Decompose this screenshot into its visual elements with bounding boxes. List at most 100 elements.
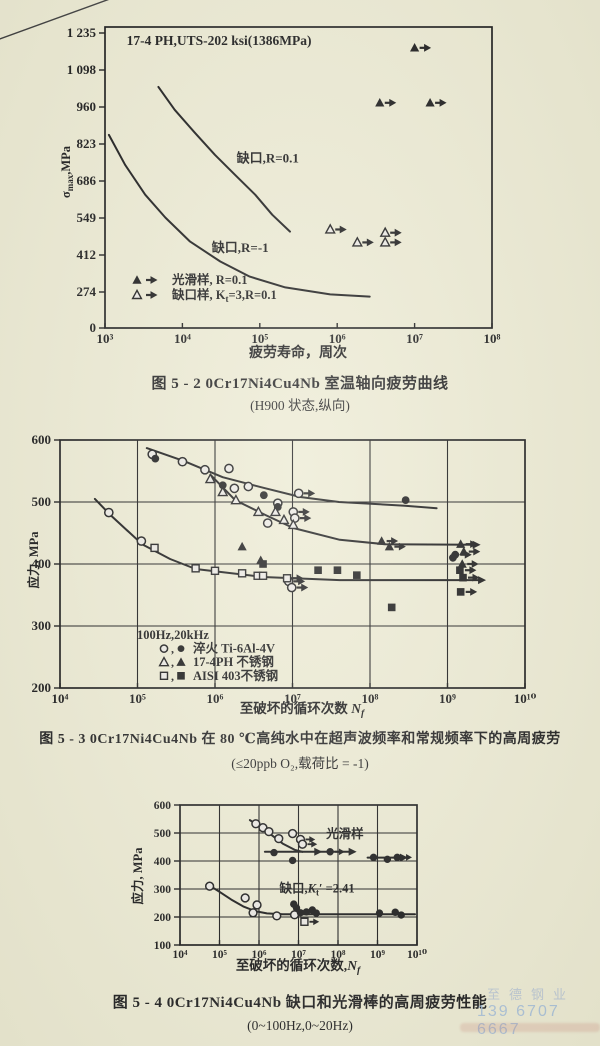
chart-annotation: 缺口,R=0.1 bbox=[236, 150, 299, 165]
figure-5-3-subcaption: (≤20ppb O₂,载荷比 = -1) bbox=[231, 756, 369, 771]
y-tick-label: 412 bbox=[77, 247, 97, 262]
legend-comma: , bbox=[171, 669, 174, 683]
x-tick-label: 10⁵ bbox=[129, 691, 146, 706]
runout-arrow-head bbox=[366, 238, 374, 247]
runout-arrow-head bbox=[424, 43, 432, 52]
y-tick-label: 500 bbox=[154, 828, 172, 840]
data-point-circle-filled bbox=[302, 908, 311, 916]
data-point-square-filled bbox=[456, 566, 464, 574]
data-point-square-open bbox=[150, 543, 159, 553]
data-point-square-filled bbox=[259, 560, 267, 568]
data-point-circle-open bbox=[159, 644, 169, 653]
legend-label: 淬火 Ti-6Al-4V bbox=[193, 641, 275, 656]
legend-label: 光滑样, R=0.1 bbox=[171, 272, 248, 287]
runout-arrow-head bbox=[338, 848, 345, 856]
x-tick-label: 10⁹ bbox=[439, 691, 456, 706]
runout-arrow-head bbox=[439, 98, 447, 107]
data-point-circle-open bbox=[240, 893, 250, 903]
figure-5-2-caption: 图 5 - 2 0Cr17Ni4Cu4Nb 室温轴向疲劳曲线 bbox=[151, 376, 449, 392]
data-point-circle-open bbox=[293, 488, 304, 499]
figure-5-4-caption: 图 5 - 4 0Cr17Ni4Cu4Nb 缺口和光滑棒的高周疲劳性能 bbox=[112, 995, 488, 1011]
data-point-circle-filled bbox=[383, 855, 392, 864]
runout-arrow-head bbox=[394, 238, 402, 247]
legend-header: 100Hz,20kHz bbox=[137, 628, 209, 642]
fig-5-2-room-temp-axial-fatigue: 10³ 10⁴ 10⁵ 10⁶ 10⁷ 10⁸ 1 235 1 098 960 823 686 549… bbox=[59, 25, 501, 361]
data-point-circle-open bbox=[136, 536, 147, 546]
y-tick-label: 200 bbox=[32, 680, 52, 695]
data-point-tri-filled bbox=[132, 275, 142, 284]
runout-arrow-head bbox=[470, 540, 478, 549]
data-point-circle-open bbox=[229, 483, 240, 494]
data-point-tri-open bbox=[269, 505, 282, 517]
data-point-circle-filled bbox=[151, 454, 160, 463]
y-tick-label: 100 bbox=[154, 940, 172, 952]
x-tick-label: 10⁹ bbox=[370, 949, 386, 961]
x-tick-label: 10⁴ bbox=[173, 949, 189, 961]
data-point-square-open bbox=[300, 917, 309, 926]
data-point-tri-open bbox=[252, 505, 264, 517]
runout-arrow-head bbox=[150, 276, 158, 284]
data-point-square-open bbox=[191, 564, 200, 573]
data-point-square-filled bbox=[314, 566, 322, 574]
chart-annotation: 光滑样 bbox=[325, 826, 364, 841]
data-point-tri-filled bbox=[456, 539, 466, 548]
figure-5-4-subcaption: (0~100Hz,0~20Hz) bbox=[247, 1018, 353, 1033]
data-point-tri-open bbox=[278, 513, 290, 525]
data-point-circle-filled bbox=[401, 496, 410, 505]
x-tick-label: 10⁷ bbox=[291, 949, 307, 961]
y-axis-label: σmax,MPa bbox=[59, 145, 75, 198]
data-point-circle-open bbox=[274, 833, 284, 844]
runout-arrow-head bbox=[469, 566, 477, 575]
x-tick-label: 10³ bbox=[97, 331, 114, 346]
data-point-circle-open bbox=[297, 839, 308, 849]
y-tick-label: 1 098 bbox=[67, 62, 97, 77]
curve bbox=[157, 85, 291, 233]
y-tick-label: 274 bbox=[77, 284, 97, 299]
y-axis-label: 应力, MPa bbox=[130, 847, 145, 905]
data-point-circle-open bbox=[200, 464, 210, 475]
data-point-circle-filled bbox=[259, 491, 268, 500]
data-point-square-filled bbox=[177, 672, 185, 680]
data-point-circle-filled bbox=[397, 911, 405, 919]
data-point-circle-open bbox=[272, 911, 282, 921]
data-point-tri-open bbox=[158, 656, 170, 667]
data-point-square-filled bbox=[459, 573, 467, 582]
runout-arrow-head bbox=[398, 542, 406, 551]
legend-label: AISI 403不锈钢 bbox=[193, 668, 278, 683]
runout-arrow-head bbox=[308, 489, 316, 498]
legend-label: 缺口样, Kt=3,R=0.1 bbox=[172, 287, 277, 304]
data-point-circle-open bbox=[287, 828, 298, 839]
x-tick-label: 10¹⁰ bbox=[407, 949, 427, 961]
curve bbox=[107, 133, 371, 298]
fig-5-3-high-purity-water-fatigue: 10⁴ 10⁵ 10⁶ 10⁷ 10⁸ 10⁹ 10¹⁰ 600 500 400 300 200 至破坏… bbox=[26, 432, 537, 719]
data-point-square-open bbox=[237, 569, 247, 578]
data-point-tri-filled bbox=[457, 559, 467, 568]
data-point-tri-filled bbox=[384, 541, 394, 551]
y-tick-label: 200 bbox=[154, 912, 172, 924]
data-point-tri-open bbox=[379, 236, 391, 247]
x-axis-label: 至破坏的循环次数,Nf bbox=[236, 957, 362, 976]
data-point-circle-open bbox=[177, 456, 188, 467]
runout-arrow-head bbox=[471, 560, 479, 568]
data-point-tri-filled bbox=[459, 546, 469, 556]
x-tick-label: 10⁸ bbox=[484, 331, 501, 346]
data-point-tri-filled bbox=[375, 98, 385, 107]
y-tick-label: 300 bbox=[32, 618, 52, 633]
data-point-circle-filled bbox=[288, 856, 297, 865]
chart-annotation: 缺口,R=-1 bbox=[211, 240, 269, 255]
legend-comma: , bbox=[171, 655, 174, 669]
y-tick-label: 0 bbox=[90, 320, 97, 335]
data-point-circle-filled bbox=[393, 853, 401, 862]
data-point-square-filled bbox=[456, 588, 465, 596]
data-point-square-open bbox=[258, 571, 268, 580]
data-point-circle-open bbox=[243, 481, 254, 492]
runout-arrow-head bbox=[313, 918, 320, 926]
data-point-square-open bbox=[282, 574, 292, 583]
legend-comma: , bbox=[171, 642, 174, 656]
runout-arrow-head bbox=[301, 583, 309, 592]
data-point-circle-open bbox=[204, 881, 215, 891]
x-tick-label: 10¹⁰ bbox=[514, 691, 537, 706]
data-point-circle-filled bbox=[375, 909, 384, 917]
curve bbox=[93, 497, 482, 582]
